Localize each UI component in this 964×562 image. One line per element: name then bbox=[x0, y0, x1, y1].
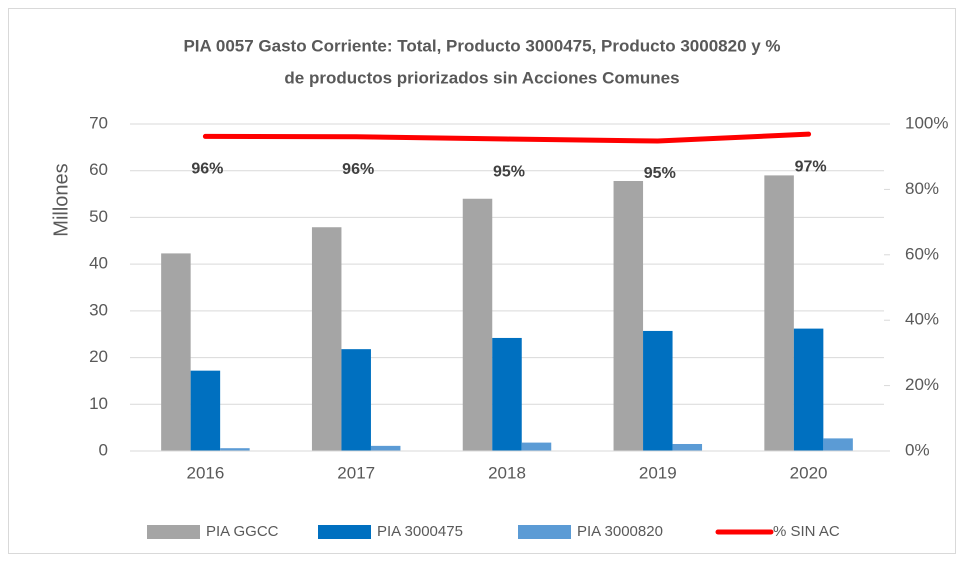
y-tick-label: 40 bbox=[89, 254, 108, 273]
y-axis-label: Millones bbox=[50, 163, 72, 236]
bar bbox=[613, 180, 644, 451]
y-tick-label: 30 bbox=[89, 300, 108, 319]
y-tick-label: 20 bbox=[89, 347, 108, 366]
legend-swatch bbox=[147, 525, 200, 539]
bar bbox=[370, 445, 401, 451]
y2-tick-label: 80% bbox=[905, 179, 939, 198]
data-label: 96% bbox=[342, 161, 374, 178]
data-label: 95% bbox=[493, 163, 525, 180]
chart-title: de productos priorizados sin Acciones Co… bbox=[284, 68, 679, 87]
y-tick-label: 0 bbox=[99, 440, 108, 459]
bar bbox=[764, 175, 794, 451]
data-label: 95% bbox=[644, 165, 676, 182]
x-tick-label: 2020 bbox=[790, 463, 828, 482]
bar bbox=[823, 438, 853, 451]
y2-tick-label: 60% bbox=[905, 244, 939, 263]
bar bbox=[311, 227, 342, 451]
y-tick-label: 60 bbox=[89, 160, 108, 179]
bar bbox=[793, 328, 824, 451]
legend-swatch bbox=[318, 525, 371, 539]
bar bbox=[672, 443, 703, 451]
bar bbox=[220, 448, 250, 451]
y2-tick-label: 100% bbox=[905, 113, 948, 132]
y-tick-label: 50 bbox=[89, 207, 108, 226]
bar bbox=[161, 253, 191, 451]
legend-swatch bbox=[518, 525, 571, 539]
bar bbox=[492, 337, 522, 451]
data-label: 96% bbox=[191, 161, 223, 178]
y2-tick-label: 20% bbox=[905, 375, 939, 394]
x-tick-label: 2017 bbox=[337, 463, 375, 482]
legend-label: PIA GGCC bbox=[206, 523, 279, 540]
legend-label: % SIN AC bbox=[773, 523, 840, 540]
bar bbox=[643, 330, 673, 451]
x-tick-label: 2019 bbox=[639, 463, 677, 482]
bar bbox=[462, 198, 493, 451]
legend-label: PIA 3000475 bbox=[377, 523, 463, 540]
x-tick-label: 2016 bbox=[186, 463, 224, 482]
line bbox=[202, 131, 812, 144]
y-tick-label: 10 bbox=[89, 394, 108, 413]
bar bbox=[521, 442, 552, 451]
legend-label: PIA 3000820 bbox=[577, 523, 663, 540]
chart-title: PIA 0057 Gasto Corriente: Total, Product… bbox=[183, 36, 780, 55]
y-tick-label: 70 bbox=[89, 113, 108, 132]
bar bbox=[190, 370, 221, 451]
data-label: 97% bbox=[795, 158, 827, 175]
y2-tick-label: 40% bbox=[905, 310, 939, 329]
x-tick-label: 2018 bbox=[488, 463, 526, 482]
y2-tick-label: 0% bbox=[905, 440, 930, 459]
bar bbox=[341, 349, 371, 451]
